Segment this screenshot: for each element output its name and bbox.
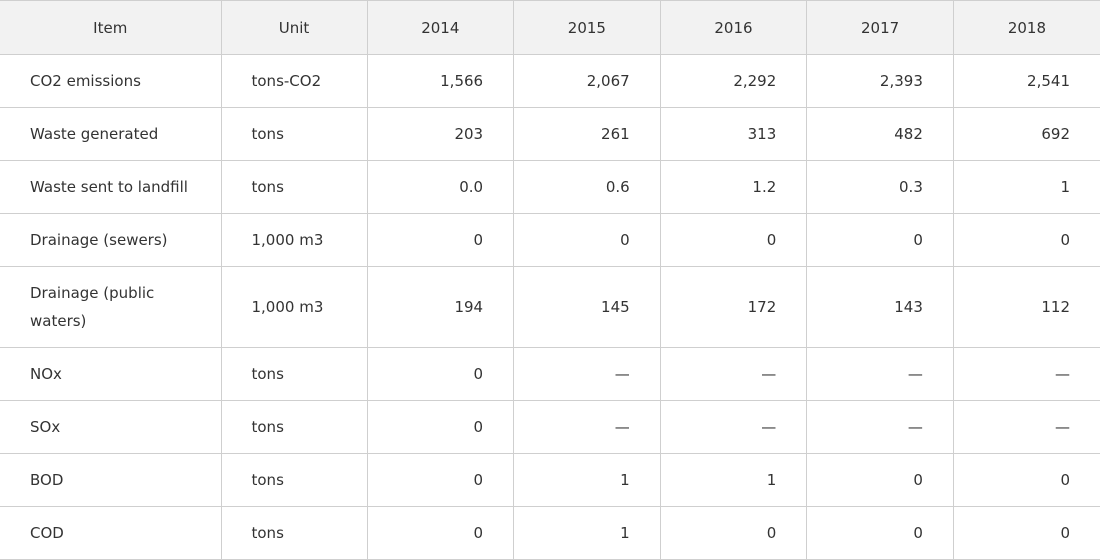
cell-value: 145 (513, 266, 661, 348)
cell-value: 0 (806, 506, 954, 560)
row-unit: tons (221, 453, 368, 507)
header-unit: Unit (221, 0, 368, 55)
cell-value: 2,541 (953, 54, 1100, 108)
cell-value: 0 (367, 506, 515, 560)
cell-value: — (660, 400, 808, 454)
cell-value: 1 (660, 453, 808, 507)
table-row: Waste generated tons 203 261 313 482 692 (0, 107, 1100, 161)
cell-value: 0 (513, 213, 661, 267)
cell-value: 0 (660, 506, 808, 560)
cell-value: — (953, 347, 1100, 401)
row-unit: tons (221, 347, 368, 401)
header-year: 2016 (660, 0, 808, 55)
cell-value: 482 (806, 107, 954, 161)
cell-value: 0 (953, 453, 1100, 507)
cell-value: — (513, 400, 661, 454)
cell-value: 194 (367, 266, 515, 348)
table-row: Drainage (public waters) 1,000 m3 194 14… (0, 266, 1100, 348)
table-row: COD tons 0 1 0 0 0 (0, 506, 1100, 560)
row-item-label: CO2 emissions (0, 54, 222, 108)
cell-value: 1,566 (367, 54, 515, 108)
cell-value: 1 (513, 506, 661, 560)
cell-value: — (953, 400, 1100, 454)
cell-value: 2,292 (660, 54, 808, 108)
cell-value: 0.0 (367, 160, 515, 214)
cell-value: 203 (367, 107, 515, 161)
row-item-label: SOx (0, 400, 222, 454)
cell-value: 0 (806, 453, 954, 507)
cell-value: 2,067 (513, 54, 661, 108)
row-unit: tons (221, 400, 368, 454)
header-year: 2014 (367, 0, 515, 55)
cell-value: — (806, 347, 954, 401)
cell-value: 0 (953, 213, 1100, 267)
row-item-label: BOD (0, 453, 222, 507)
cell-value: 0 (806, 213, 954, 267)
cell-value: 1.2 (660, 160, 808, 214)
table-row: NOx tons 0 — — — — (0, 347, 1100, 401)
header-year: 2018 (953, 0, 1100, 55)
table-row: BOD tons 0 1 1 0 0 (0, 453, 1100, 507)
cell-value: 692 (953, 107, 1100, 161)
cell-value: 0 (953, 506, 1100, 560)
cell-value: 313 (660, 107, 808, 161)
cell-value: 1 (953, 160, 1100, 214)
row-unit: tons (221, 107, 368, 161)
cell-value: — (513, 347, 661, 401)
row-item-label: NOx (0, 347, 222, 401)
cell-value: — (806, 400, 954, 454)
row-item-label: Waste generated (0, 107, 222, 161)
row-item-label: COD (0, 506, 222, 560)
cell-value: 0 (367, 400, 515, 454)
cell-value: 143 (806, 266, 954, 348)
header-year: 2015 (513, 0, 661, 55)
cell-value: — (660, 347, 808, 401)
table-row: Waste sent to landfill tons 0.0 0.6 1.2 … (0, 160, 1100, 214)
row-unit: tons (221, 506, 368, 560)
cell-value: 0 (367, 347, 515, 401)
cell-value: 0.6 (513, 160, 661, 214)
cell-value: 2,393 (806, 54, 954, 108)
header-item: Item (0, 0, 222, 55)
row-item-label: Drainage (public waters) (0, 266, 222, 348)
table-row: SOx tons 0 — — — — (0, 400, 1100, 454)
header-row: Item Unit 2014 2015 2016 2017 2018 (0, 0, 1100, 55)
cell-value: 172 (660, 266, 808, 348)
table-row: Drainage (sewers) 1,000 m3 0 0 0 0 0 (0, 213, 1100, 267)
row-unit: 1,000 m3 (221, 213, 368, 267)
cell-value: 261 (513, 107, 661, 161)
row-unit: 1,000 m3 (221, 266, 368, 348)
row-unit: tons (221, 160, 368, 214)
cell-value: 0 (367, 453, 515, 507)
cell-value: 0 (660, 213, 808, 267)
cell-value: 0.3 (806, 160, 954, 214)
table-row: CO2 emissions tons-CO2 1,566 2,067 2,292… (0, 54, 1100, 108)
cell-value: 112 (953, 266, 1100, 348)
cell-value: 1 (513, 453, 661, 507)
row-item-label: Waste sent to landfill (0, 160, 222, 214)
header-year: 2017 (806, 0, 954, 55)
row-unit: tons-CO2 (221, 54, 368, 108)
cell-value: 0 (367, 213, 515, 267)
row-item-label: Drainage (sewers) (0, 213, 222, 267)
